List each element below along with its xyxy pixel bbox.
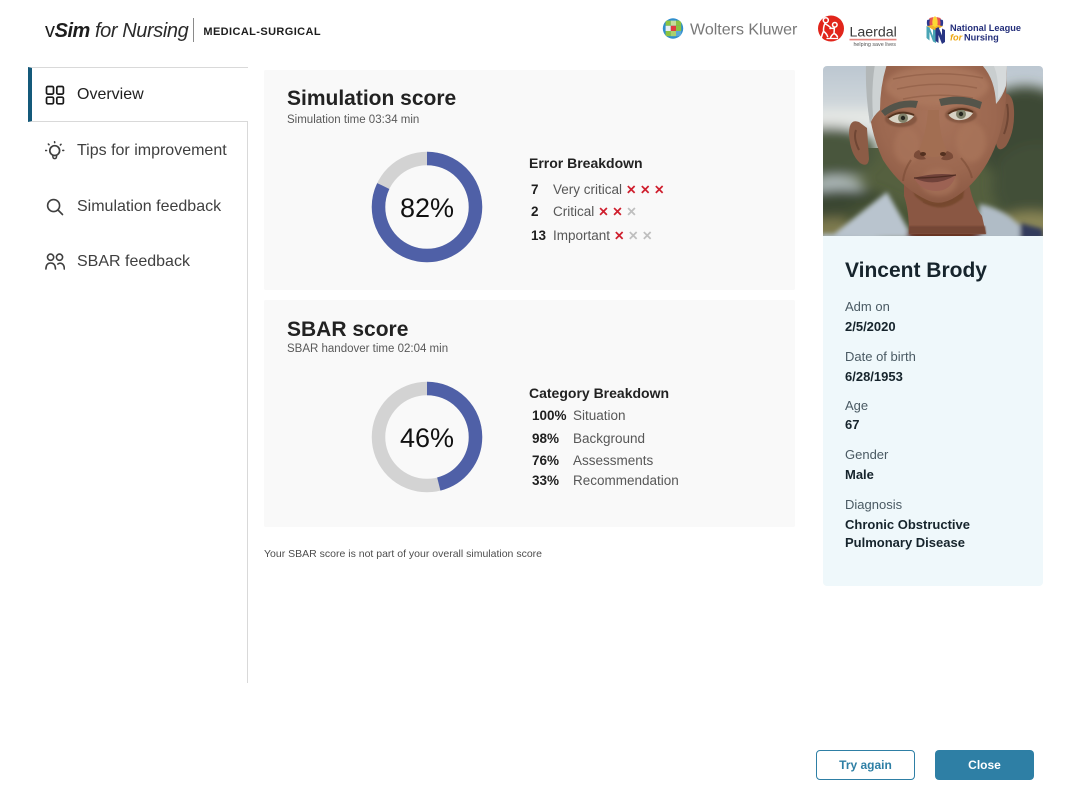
svg-text:for: for — [950, 33, 963, 43]
svg-text:Wolters Kluwer: Wolters Kluwer — [690, 22, 798, 39]
svg-text:Nursing: Nursing — [964, 33, 999, 43]
svg-text:Laerdal: Laerdal — [850, 25, 897, 41]
svg-text:helping save lives: helping save lives — [853, 42, 896, 47]
svg-text:National League: National League — [950, 23, 1021, 33]
